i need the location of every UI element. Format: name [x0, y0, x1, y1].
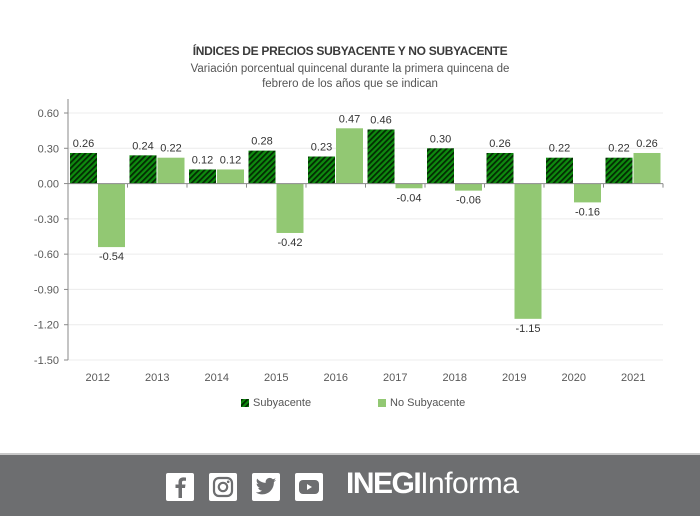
legend-label-subyacente: Subyacente: [253, 397, 312, 409]
bar-subyacente: [367, 129, 395, 184]
bar-no-subyacente: [98, 183, 125, 248]
bar-subyacente: [248, 150, 276, 184]
facebook-icon[interactable]: [166, 473, 194, 501]
data-label: -0.04: [396, 192, 421, 204]
data-label: 0.23: [311, 142, 332, 154]
bar-subyacente: [427, 148, 454, 184]
y-tick-label: -0.30: [34, 214, 59, 226]
legend-label-no-subyacente: No Subyacente: [390, 397, 466, 409]
data-label: 0.47: [339, 113, 360, 125]
bar-no-subyacente: [633, 152, 661, 184]
legend-item-subyacente: Subyacente: [241, 397, 311, 409]
data-label: 0.30: [430, 133, 451, 145]
x-tick-label: 2018: [443, 372, 467, 384]
inegi-informa-logo: INEGIInforma: [346, 467, 519, 500]
bar-chart: 0.60 0.30 0.00 -0.30 -0.60 -0.90 -1.20 -1.50 201…: [34, 99, 664, 384]
bar-no-subyacente: [395, 183, 423, 189]
data-label: 0.26: [489, 138, 510, 150]
data-label: 0.22: [608, 143, 629, 155]
bar-subyacente: [70, 152, 97, 184]
legend-item-no-subyacente: No Subyacente: [378, 397, 465, 409]
x-tick-label: 2019: [502, 372, 526, 384]
x-tick-label: 2016: [324, 372, 348, 384]
legend-swatch-no-subyacente: [378, 399, 386, 407]
data-label: 0.46: [370, 114, 391, 126]
bar-no-subyacente: [217, 169, 244, 184]
bar-subyacente: [308, 156, 335, 184]
footer-bar: INEGIInforma: [0, 453, 700, 516]
bar-subyacente: [129, 155, 157, 184]
data-label: 0.24: [132, 140, 153, 152]
bar-no-subyacente: [336, 128, 363, 184]
bar-subyacente: [486, 152, 514, 184]
data-label: 0.22: [160, 143, 181, 155]
data-label: 0.28: [251, 136, 272, 148]
data-label: 0.12: [192, 154, 213, 166]
youtube-icon[interactable]: [295, 473, 323, 501]
data-label: -1.15: [515, 323, 540, 335]
bar-no-subyacente: [455, 183, 482, 191]
bar-subyacente: [605, 157, 633, 184]
y-tick-label: 0.60: [38, 108, 59, 120]
x-tick-label: 2017: [383, 372, 407, 384]
y-tick-label: 0.30: [38, 143, 59, 155]
y-tick-label: -0.60: [34, 249, 59, 261]
bar-no-subyacente: [157, 157, 185, 184]
y-tick-label: -1.20: [34, 320, 59, 332]
x-tick-label: 2021: [621, 372, 645, 384]
legend-swatch-subyacente: [241, 399, 249, 407]
data-label: -0.42: [277, 237, 302, 249]
data-label: 0.26: [73, 138, 94, 150]
x-tick-label: 2012: [86, 372, 110, 384]
data-label: 0.12: [220, 154, 241, 166]
bar-subyacente: [189, 169, 216, 184]
y-tick-label: 0.00: [38, 179, 59, 191]
chart-title: ÍNDICES DE PRECIOS SUBYACENTE Y NO SUBYA…: [192, 44, 508, 58]
twitter-icon[interactable]: [252, 473, 280, 501]
data-label: -0.54: [99, 251, 124, 263]
y-tick-label: -0.90: [34, 284, 59, 296]
bar-subyacente: [546, 157, 573, 184]
bar-no-subyacente: [276, 183, 304, 233]
instagram-icon[interactable]: [209, 473, 237, 501]
x-tick-label: 2015: [264, 372, 288, 384]
data-label: 0.26: [636, 138, 657, 150]
chart-subtitle: Variación porcentual quincenal durante l…: [190, 63, 510, 90]
x-tick-label: 2014: [205, 372, 229, 384]
data-label: -0.16: [575, 206, 600, 218]
x-tick-label: 2013: [145, 372, 169, 384]
y-tick-label: -1.50: [34, 355, 59, 367]
data-label: 0.22: [549, 143, 570, 155]
x-tick-label: 2020: [562, 372, 586, 384]
bar-no-subyacente: [574, 183, 601, 203]
bar-no-subyacente: [514, 183, 542, 319]
data-label: -0.06: [456, 195, 481, 207]
